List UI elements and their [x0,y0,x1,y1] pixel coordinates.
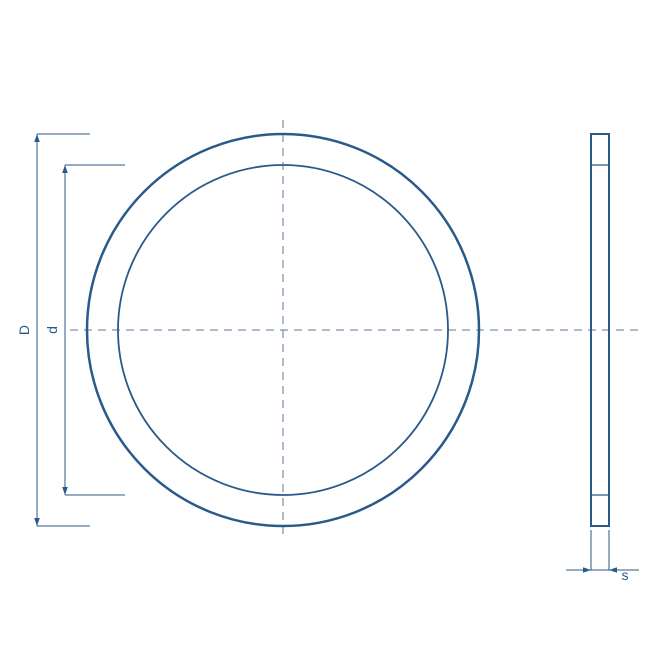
technical-drawing [0,0,661,661]
dimension-label-outer-diameter: D [16,325,32,335]
dimension-label-thickness: s [622,567,629,583]
dimension-label-inner-diameter: d [44,326,60,334]
drawing-svg [0,0,661,661]
